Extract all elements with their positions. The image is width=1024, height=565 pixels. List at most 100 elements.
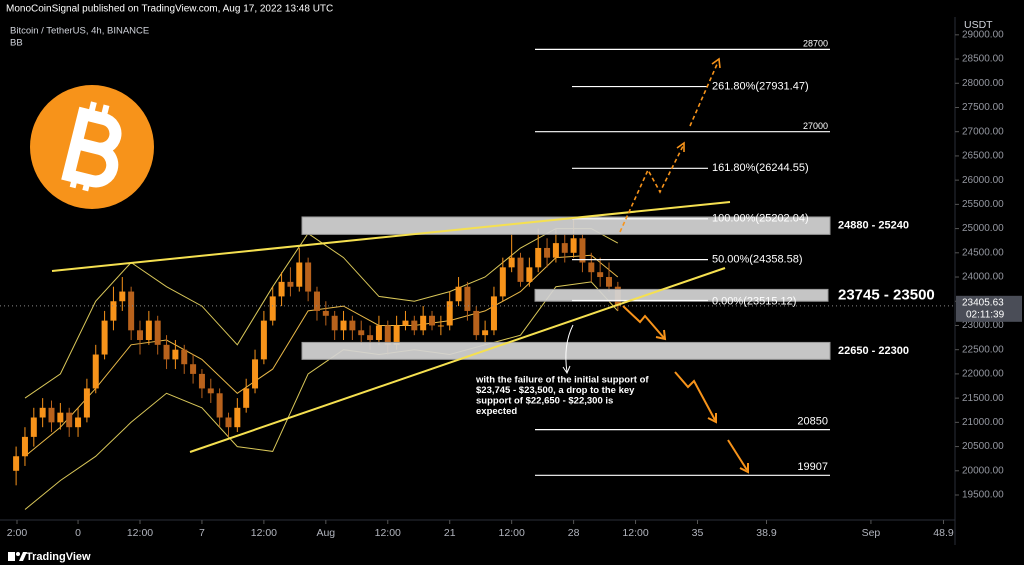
- candle-body: [429, 315, 436, 326]
- candle-body: [331, 315, 338, 331]
- level-label: 19907: [797, 461, 828, 473]
- annotation-line: with the failure of the initial support …: [475, 375, 649, 386]
- candle-body: [313, 291, 320, 311]
- candle-body: [181, 349, 188, 365]
- candle-body: [92, 354, 99, 389]
- zone-label: 22650 - 22300: [838, 345, 909, 357]
- candle-body: [225, 417, 232, 428]
- x-tick-label: 12:00: [622, 527, 648, 539]
- symbol: Bitcoin / TetherUS, 4h, BINANCE: [10, 26, 149, 37]
- annotation-line: support of $22,650 - $22,300 is: [476, 396, 613, 407]
- candle-body: [605, 277, 612, 287]
- candle-body: [358, 330, 365, 336]
- support-zone: [534, 288, 829, 302]
- candle-body: [154, 320, 161, 345]
- candle-body: [198, 373, 205, 389]
- price-tag-countdown: 02:11:39: [966, 309, 1005, 320]
- annotation-arrow: [565, 324, 574, 373]
- candle-body: [145, 320, 152, 340]
- candle-body: [482, 330, 489, 336]
- candle-body: [57, 412, 64, 423]
- candle-body: [402, 320, 409, 326]
- indicator: BB: [10, 38, 23, 49]
- annotation-arrow: [562, 365, 571, 375]
- candle-body: [517, 257, 524, 282]
- candle-body: [464, 286, 471, 311]
- support-zone: [301, 216, 831, 235]
- brand: TradingView: [26, 551, 91, 563]
- level-label: 161.80%(26244.55): [712, 162, 809, 174]
- candle-body: [367, 335, 374, 340]
- price-tag: [956, 295, 1022, 322]
- x-tick-label: 21: [444, 527, 456, 539]
- x-tick-label: 12:00: [251, 527, 277, 539]
- y-tick-label: 28000.00: [962, 78, 1004, 89]
- candle-body: [216, 393, 223, 418]
- candle-body: [322, 310, 329, 316]
- x-tick-label: 35: [692, 527, 704, 539]
- trendline: [189, 267, 726, 453]
- x-tick-label: 38.9: [756, 527, 777, 539]
- y-tick-label: 22500.00: [962, 344, 1004, 355]
- candle-body: [597, 272, 604, 278]
- currency: USDT: [964, 19, 993, 31]
- candle-body: [455, 286, 462, 302]
- y-tick-label: 21000.00: [962, 417, 1004, 428]
- candle-body: [48, 407, 55, 423]
- x-tick-label: 48.9: [933, 527, 954, 539]
- level-label: 261.80%(27931.47): [712, 80, 809, 92]
- y-tick-label: 28500.00: [962, 54, 1004, 65]
- y-tick-label: 19500.00: [962, 490, 1004, 501]
- candle-body: [296, 262, 303, 287]
- projection-down: [622, 305, 749, 474]
- candle-body: [30, 417, 37, 437]
- x-tick-label: Aug: [316, 527, 335, 539]
- x-tick-label: 28: [568, 527, 580, 539]
- annotation-line: expected: [476, 406, 517, 417]
- x-tick-label: 12:00: [127, 527, 153, 539]
- candle-body: [163, 344, 170, 360]
- candle-body: [340, 320, 347, 331]
- candle-body: [579, 238, 586, 263]
- zone-label: 23745 - 23500: [838, 286, 935, 303]
- y-tick-label: 25000.00: [962, 223, 1004, 234]
- x-tick-label: 7: [199, 527, 205, 539]
- candle-body: [83, 388, 90, 418]
- candle-body: [13, 456, 20, 471]
- x-tick-label: 12:00: [375, 527, 401, 539]
- candle-body: [101, 320, 108, 355]
- candle-body: [375, 325, 382, 340]
- x-tick-label: 0: [75, 527, 81, 539]
- trendline: [51, 201, 731, 272]
- candle-body: [243, 388, 250, 408]
- level-label: 0.00%(23515.12): [712, 295, 796, 307]
- candle-body: [526, 267, 533, 282]
- bollinger-band: [24, 228, 619, 399]
- candle-body: [128, 291, 135, 331]
- candle-body: [39, 407, 46, 418]
- candle-body: [561, 243, 568, 253]
- candle-body: [21, 436, 28, 457]
- candle-body: [287, 281, 294, 287]
- price-tag-value: 23405.63: [962, 297, 1004, 308]
- candle-body: [535, 247, 542, 268]
- bitcoin-logo: [30, 85, 154, 209]
- y-tick-label: 20500.00: [962, 441, 1004, 452]
- candle-body: [119, 291, 126, 302]
- candle-body: [411, 320, 418, 331]
- candle-body: [384, 325, 391, 345]
- zone-label: 24880 - 25240: [838, 220, 909, 232]
- brand-logo: [8, 552, 27, 561]
- y-tick-label: 24500.00: [962, 247, 1004, 258]
- candle-body: [349, 320, 356, 331]
- candle-body: [544, 247, 551, 258]
- candle-body: [190, 364, 197, 374]
- candle-body: [172, 349, 179, 360]
- candle-body: [588, 262, 595, 273]
- level-label: 27000: [803, 121, 828, 131]
- candle-body: [508, 257, 515, 268]
- x-tick-label: 12:00: [499, 527, 525, 539]
- candle-body: [269, 296, 276, 321]
- candle-body: [420, 315, 427, 331]
